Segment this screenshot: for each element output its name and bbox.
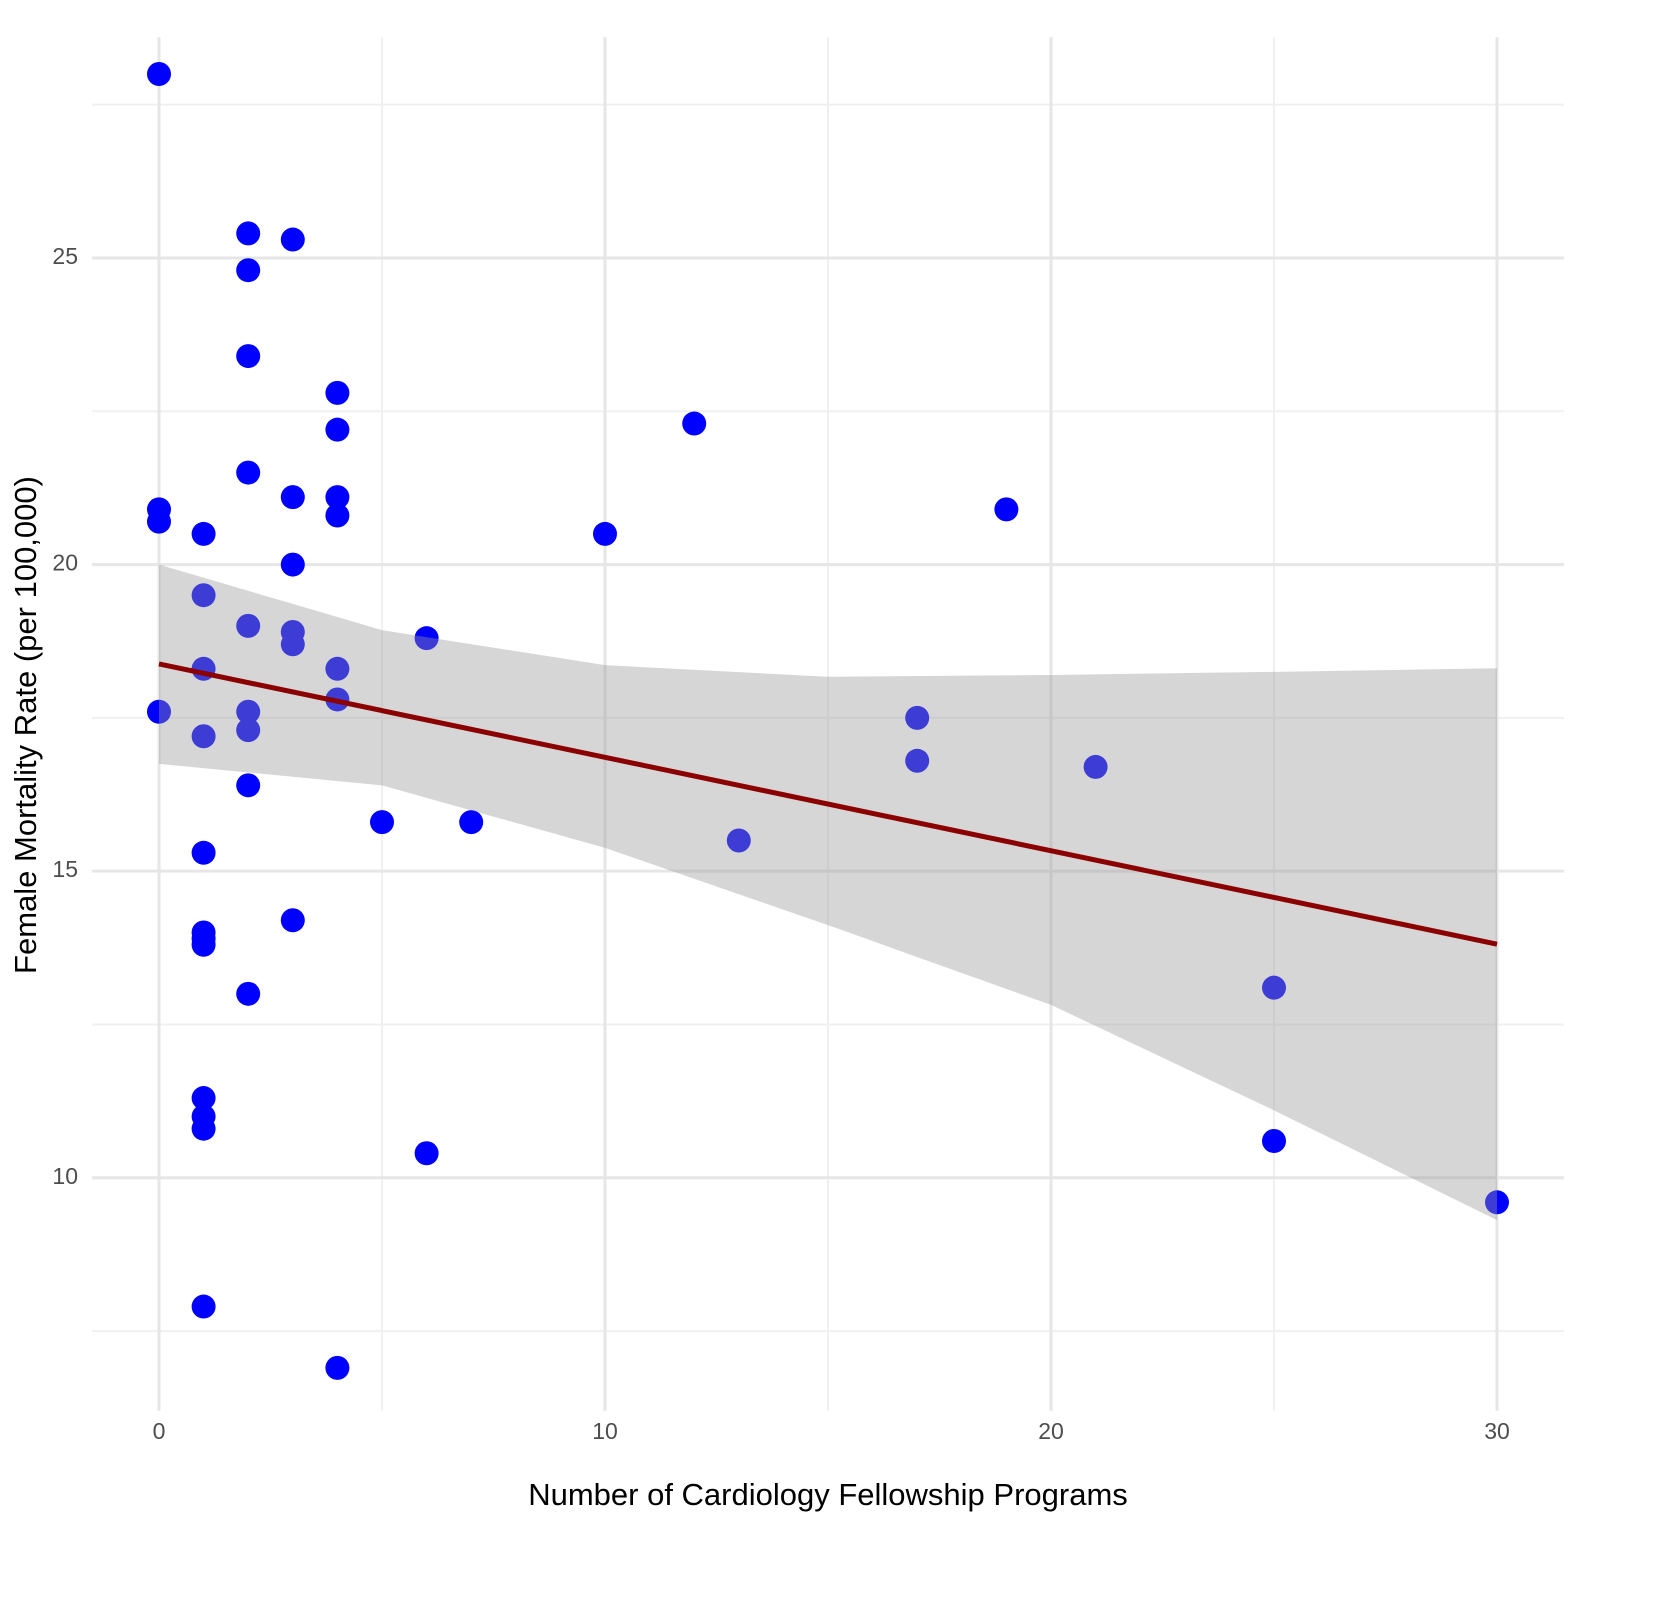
point — [325, 417, 350, 442]
point — [994, 497, 1019, 522]
y-tick-label: 10 — [52, 1163, 78, 1189]
point — [191, 583, 216, 608]
point — [236, 221, 261, 246]
point — [236, 613, 261, 638]
x-axis-title: Number of Cardiology Fellowship Programs — [528, 1477, 1128, 1512]
point — [280, 227, 305, 252]
regression-line — [158, 661, 1498, 947]
point — [236, 460, 261, 485]
point — [280, 485, 305, 510]
point — [191, 840, 216, 865]
point — [1262, 1128, 1286, 1153]
point — [191, 724, 216, 749]
x-tick-label: 10 — [592, 1418, 618, 1444]
point — [191, 1116, 216, 1141]
point — [280, 552, 305, 577]
point — [280, 908, 305, 933]
point — [147, 699, 171, 724]
y-axis-title: Female Mortality Rate (per 100,000) — [8, 476, 43, 974]
point — [325, 380, 350, 405]
point — [370, 810, 394, 835]
y-tick-label: 15 — [52, 856, 78, 882]
confidence-band — [159, 564, 1497, 1221]
point — [1262, 975, 1286, 1000]
y-tick-label: 25 — [52, 243, 78, 269]
point — [236, 981, 261, 1006]
point — [191, 521, 216, 546]
point — [236, 773, 261, 798]
point — [325, 656, 350, 681]
point — [236, 344, 261, 369]
point — [1083, 754, 1108, 779]
point — [147, 509, 171, 534]
point — [1485, 1190, 1509, 1215]
point — [147, 61, 171, 86]
point — [325, 503, 350, 528]
point — [191, 1294, 216, 1319]
point — [236, 718, 261, 743]
point — [905, 705, 930, 730]
point — [414, 1141, 439, 1166]
point — [236, 699, 261, 724]
point — [593, 521, 617, 546]
point — [191, 1086, 216, 1111]
point — [905, 748, 930, 773]
point — [325, 485, 350, 510]
point — [280, 632, 305, 657]
point — [236, 258, 261, 283]
point — [191, 932, 216, 957]
point — [459, 810, 484, 835]
point — [726, 828, 751, 853]
y-tick-label: 20 — [52, 550, 78, 576]
point — [682, 411, 707, 436]
x-tick-label: 30 — [1484, 1418, 1510, 1444]
point — [325, 1355, 350, 1380]
point — [414, 626, 439, 651]
x-tick-label: 0 — [153, 1418, 166, 1444]
x-tick-label: 20 — [1038, 1418, 1064, 1444]
